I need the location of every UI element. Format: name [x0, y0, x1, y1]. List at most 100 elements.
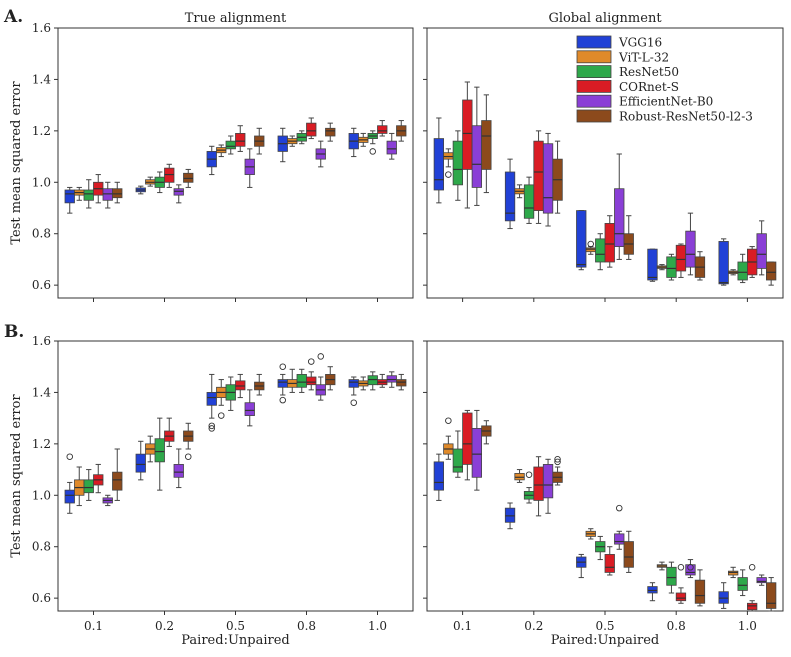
box-vgg16-1-0 [348, 376, 359, 406]
box-body [542, 143, 554, 214]
legend-label: CORnet-S [619, 80, 679, 94]
series-resnet50 [83, 130, 378, 209]
box-vit-l-32-0-2 [145, 176, 156, 187]
box-vit-l-32-1-0 [358, 376, 369, 391]
box-outlier [217, 412, 225, 419]
legend-label: ViT-L-32 [618, 50, 669, 64]
box-body [325, 127, 336, 137]
box-body [647, 586, 658, 594]
box-body [452, 448, 464, 473]
box-efficientnet-b0-0-1 [471, 86, 483, 206]
box-cornet-s-0-1 [462, 409, 473, 481]
x-axis [93, 298, 378, 302]
box-vit-l-32-0-8 [287, 135, 298, 147]
box-vit-l-32-0-5 [585, 240, 596, 255]
series-efficientnet-b0 [471, 86, 767, 276]
box-robust-resnet50-l2-3-0-2 [552, 140, 563, 214]
y-tick-label: 0.6 [32, 278, 51, 292]
box-body [585, 247, 596, 253]
box-cornet-s-1-0 [377, 120, 388, 137]
x-axis-label: Paired:Unpaired [181, 633, 289, 648]
box-resnet50-1-0 [737, 569, 748, 597]
box-body [206, 392, 217, 406]
box-body [718, 591, 729, 604]
box-resnet50-0-5 [225, 376, 236, 411]
x-tick-label: 0.5 [226, 619, 245, 633]
x-tick-label: 0.2 [155, 619, 174, 633]
box-robust-resnet50-l2-3-0-8 [325, 366, 336, 391]
box-outlier [445, 171, 452, 178]
plot-frame [57, 27, 414, 299]
box-efficientnet-b0-0-5 [614, 504, 625, 550]
box-body [666, 256, 677, 278]
box-outlier [445, 417, 452, 424]
x-tick-label: 0.8 [667, 619, 686, 633]
box-vit-l-32-0-8 [656, 264, 668, 271]
box-efficientnet-b0-0-5 [244, 148, 255, 188]
y-tick-label: 1.4 [32, 72, 51, 86]
box-resnet50-0-5 [595, 233, 606, 271]
y-tick-label: 0.6 [32, 591, 51, 605]
box-vit-l-32-1-0 [358, 132, 369, 147]
y-axis-label: Test mean squared error [9, 394, 24, 558]
box-cornet-s-0-8 [675, 243, 687, 278]
box-cornet-s-0-8 [675, 564, 687, 604]
panel-label-b: B. [4, 322, 24, 342]
box-body [296, 374, 307, 388]
x-tick-label: 0.8 [297, 619, 316, 633]
box-robust-resnet50-l2-3-0-5 [623, 215, 634, 260]
box-cornet-s-0-2 [533, 456, 544, 517]
box-efficientnet-b0-0-1 [102, 181, 113, 209]
x-tick-label: 1.0 [368, 619, 387, 633]
box-robust-resnet50-l2-3-0-1 [481, 420, 492, 445]
box-cornet-s-0-5 [235, 373, 246, 399]
box-outlier [677, 564, 685, 571]
box-body [623, 541, 634, 568]
box-vgg16-0-2 [135, 185, 146, 195]
legend-item-cornet-s: CORnet-S [576, 80, 679, 94]
series-efficientnet-b0 [471, 409, 767, 586]
legend-item-vit-l-32: ViT-L-32 [576, 50, 669, 64]
legend-label: ResNet50 [619, 65, 679, 79]
box-body [595, 238, 606, 263]
box-robust-resnet50-l2-3-1-0 [766, 577, 777, 612]
box-cornet-s-0-1 [462, 81, 473, 209]
box-body [523, 184, 535, 219]
box-resnet50-0-1 [83, 469, 94, 501]
box-body [112, 188, 123, 199]
box-vit-l-32-0-2 [145, 435, 156, 463]
y-tick-label: 1.6 [32, 21, 51, 35]
box-robust-resnet50-l2-3-1-0 [766, 261, 777, 286]
box-robust-resnet50-l2-3-0-5 [254, 127, 265, 155]
y-axis: 0.6 0.8 1.0 1.2 1.4 1.6 [32, 334, 58, 605]
y-axis-label: Test mean squared error [9, 81, 24, 245]
box-efficientnet-b0-0-1 [102, 494, 113, 507]
box-cornet-s-0-1 [93, 174, 104, 204]
box-cornet-s-0-2 [164, 163, 175, 188]
series-robust-resnet50-l2-3 [481, 94, 777, 286]
box-outlier [317, 353, 325, 360]
box-outlier [587, 240, 595, 248]
box-body [83, 479, 94, 494]
box-body [306, 122, 317, 137]
box-outlier [525, 471, 533, 478]
box-resnet50-0-2 [523, 176, 535, 224]
box-resnet50-0-8 [666, 561, 677, 594]
box-efficientnet-b0-1-0 [756, 574, 767, 586]
box-outlier [184, 453, 192, 460]
box-vgg16-0-2 [135, 440, 146, 481]
box-body [533, 466, 544, 501]
box-vgg16-1-0 [348, 127, 359, 158]
box-body [64, 189, 75, 204]
legend-item-efficientnet-b0: EfficientNet-B0 [576, 95, 713, 109]
box-robust-resnet50-l2-3-0-1 [112, 448, 123, 501]
box-body [766, 261, 777, 281]
box-efficientnet-b0-0-8 [685, 559, 696, 579]
legend-item-vgg16: VGG16 [576, 35, 662, 50]
box-resnet50-0-5 [595, 535, 606, 561]
legend-swatch [576, 35, 612, 49]
box-efficientnet-b0-0-8 [315, 353, 326, 401]
series-vgg16 [433, 453, 729, 609]
box-vgg16-0-5 [576, 210, 587, 271]
x-tick-label: 0.1 [453, 619, 472, 633]
